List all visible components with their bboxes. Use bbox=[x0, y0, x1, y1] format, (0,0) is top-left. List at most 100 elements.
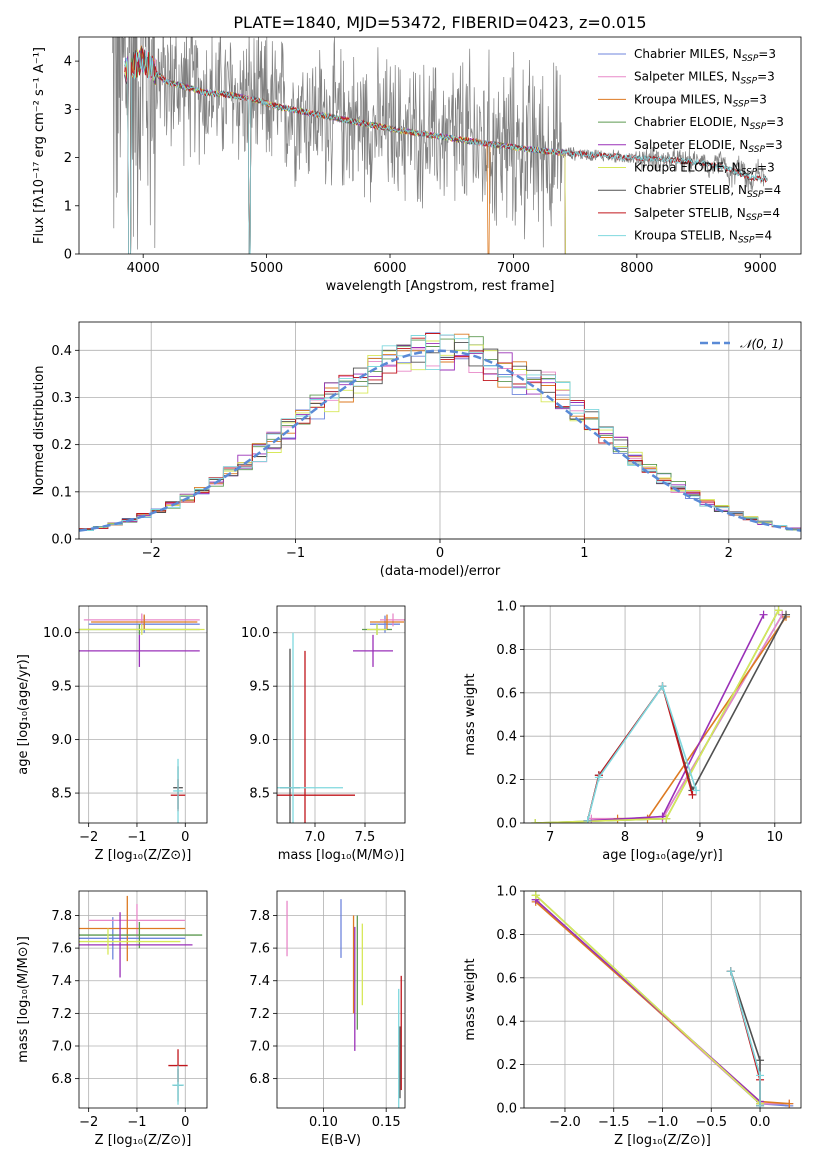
age-vs-Z-ytick-label: 9.5 bbox=[51, 680, 72, 695]
residuals-ytick-label: 0.2 bbox=[51, 438, 72, 453]
mass-vs-EBV-ytick-label: 6.8 bbox=[249, 1072, 270, 1087]
mass-weight-vs-Z-ytick-label: 0.8 bbox=[496, 928, 517, 943]
weight-marker bbox=[756, 1056, 765, 1065]
mass-vs-Z-ytick-label: 7.0 bbox=[51, 1040, 72, 1055]
mass-weight-vs-Z-ytick-label: 0.2 bbox=[496, 1058, 517, 1073]
weight-line-chabrier-stelib bbox=[730, 971, 761, 1106]
gaussian-reference-curve bbox=[79, 349, 801, 532]
errorbar-chabrier-miles bbox=[79, 917, 186, 960]
weight-marker bbox=[662, 814, 671, 823]
errorbar-kroupa-miles bbox=[79, 895, 186, 962]
age-vs-mass-ytick-label: 9.5 bbox=[249, 680, 270, 695]
spectrum-xtick-label: 4000 bbox=[127, 261, 160, 276]
age-vs-mass-xtick-label: 7.0 bbox=[305, 830, 326, 845]
weight-line-chabrier-elodie bbox=[535, 609, 780, 823]
age-vs-Z-panel: −2 −1 0 8.5 9.0 9.5 10.0 Z [log₁₀(Z/Z⊙)] age [lo… bbox=[16, 605, 208, 863]
errorbar-kroupa-miles bbox=[91, 614, 198, 630]
errorbar-chabrier-elodie bbox=[79, 922, 203, 949]
weight-line-chabrier-stelib bbox=[586, 614, 787, 821]
errorbar-salpeter-miles bbox=[380, 613, 405, 627]
errorbar-salpeter-miles bbox=[88, 904, 186, 937]
mass-weight-vs-age-frame bbox=[523, 605, 802, 824]
legend-entry: Salpeter STELIB, NSSP=4 bbox=[634, 206, 780, 223]
weight-line-salpeter-elodie bbox=[587, 614, 765, 822]
mass-weight-vs-Z-ytick-label: 0.0 bbox=[496, 1102, 517, 1117]
age-vs-mass-ytick-label: 10.0 bbox=[241, 626, 270, 641]
mass-weight-vs-Z-ylabel: mass weight bbox=[463, 958, 478, 1040]
age-vs-mass-panel: 7.0 7.5 8.5 9.0 9.5 10.0 mass [log₁₀(M/M⊙)] bbox=[241, 605, 406, 863]
weight-marker bbox=[759, 610, 768, 619]
residuals-ytick-label: 0.0 bbox=[51, 533, 72, 548]
mass-vs-Z-panel: −2 −1 0 6.8 7.0 7.2 7.4 7.6 7.8 Z [log₁₀(Z/Z⊙)] ma… bbox=[16, 890, 208, 1148]
age-vs-Z-xtick-label: −1 bbox=[127, 830, 146, 845]
errorbar-kroupa-stelib bbox=[277, 632, 343, 823]
age-vs-Z-ytick-label: 8.5 bbox=[51, 787, 72, 802]
spectrum-ytick-label: 2 bbox=[64, 151, 72, 166]
spectrum-xlabel: wavelength [Angstrom, rest frame] bbox=[326, 279, 555, 294]
weight-line-salpeter-elodie bbox=[535, 899, 761, 1103]
age-vs-Z-ytick-label: 10.0 bbox=[43, 626, 72, 641]
mass-vs-EBV-ytick-label: 7.8 bbox=[249, 909, 270, 924]
mass-vs-EBV-xtick-label: 0.10 bbox=[309, 1115, 338, 1130]
legend-entry: Kroupa ELODIE, NSSP=3 bbox=[634, 161, 775, 178]
errorbar-salpeter-stelib bbox=[277, 650, 355, 823]
age-vs-mass-ytick-label: 9.0 bbox=[249, 733, 270, 748]
errorbar-kroupa-stelib bbox=[173, 758, 183, 823]
spectrum-model-chabrier-stelib bbox=[124, 46, 767, 254]
mass-vs-Z-ytick-label: 7.6 bbox=[51, 942, 72, 957]
legend-entry: Chabrier ELODIE, NSSP=3 bbox=[634, 115, 784, 132]
spectrum-xtick-label: 8000 bbox=[620, 261, 653, 276]
mass-weight-vs-age-xtick-label: 7 bbox=[546, 830, 554, 845]
mass-vs-EBV-ytick-label: 7.2 bbox=[249, 1007, 270, 1022]
weight-line-kroupa-stelib bbox=[586, 684, 697, 822]
mass-vs-EBV-ytick-label: 7.4 bbox=[249, 974, 270, 989]
mass-weight-vs-Z-frame bbox=[523, 890, 802, 1109]
mass-weight-vs-age-ylabel: mass weight bbox=[463, 673, 478, 755]
spectrum-ytick-label: 3 bbox=[64, 103, 72, 118]
spectrum-frame bbox=[78, 36, 802, 255]
residuals-xtick-label: −2 bbox=[142, 546, 161, 561]
weight-marker bbox=[688, 790, 697, 799]
mass-vs-EBV-ytick-label: 7.0 bbox=[249, 1040, 270, 1055]
mass-weight-vs-Z-xtick-label: −2.0 bbox=[549, 1115, 581, 1130]
mass-vs-Z-ylabel: mass [log₁₀(M/M⊙)] bbox=[16, 936, 31, 1063]
legend-entry: Chabrier MILES, NSSP=3 bbox=[634, 47, 776, 64]
age-vs-Z-xtick-label: 0 bbox=[181, 830, 189, 845]
spectrum-panel: 4000 5000 6000 7000 8000 9000 0 1 2 3 4 wavelength … bbox=[32, 36, 802, 294]
mass-weight-vs-age-ytick-label: 1.0 bbox=[496, 600, 517, 615]
residuals-xtick-label: 1 bbox=[580, 546, 588, 561]
mass-weight-vs-age-xlabel: age [log₁₀(age/yr)] bbox=[602, 848, 723, 863]
age-vs-Z-grid bbox=[79, 606, 207, 823]
errorbar-kroupa-miles bbox=[370, 614, 404, 630]
age-vs-mass-ytick-label: 8.5 bbox=[249, 787, 270, 802]
residuals-xlabel: (data-model)/error bbox=[380, 564, 501, 579]
weight-line-kroupa-elodie bbox=[535, 894, 761, 1105]
weight-marker bbox=[531, 819, 540, 823]
age-vs-mass-xlabel: mass [log₁₀(M/M⊙)] bbox=[278, 848, 405, 863]
errorbar-salpeter-elodie bbox=[79, 634, 200, 667]
spectrum-xtick-label: 5000 bbox=[250, 261, 283, 276]
weight-marker bbox=[785, 1099, 794, 1108]
mass-vs-Z-ytick-label: 7.8 bbox=[51, 909, 72, 924]
mass-weight-vs-Z-ytick-label: 1.0 bbox=[496, 885, 517, 900]
mass-vs-Z-grid bbox=[79, 891, 207, 1108]
mass-weight-vs-age-ytick-label: 0.0 bbox=[496, 817, 517, 832]
mass-vs-Z-xtick-label: 0 bbox=[181, 1115, 189, 1130]
weight-line-chabrier-miles bbox=[591, 614, 783, 822]
age-vs-mass-frame bbox=[276, 605, 406, 824]
mass-vs-Z-ytick-label: 6.8 bbox=[51, 1072, 72, 1087]
legend-entry: Salpeter ELODIE, NSSP=3 bbox=[634, 138, 783, 155]
age-vs-mass-grid bbox=[277, 606, 405, 823]
weight-line-kroupa-stelib bbox=[730, 971, 761, 1106]
mass-vs-Z-xtick-label: −1 bbox=[127, 1115, 146, 1130]
mass-weight-vs-Z-xtick-label: −1.5 bbox=[598, 1115, 630, 1130]
residuals-xtick-label: 2 bbox=[725, 546, 733, 561]
weight-line-kroupa-miles bbox=[617, 616, 787, 820]
residuals-frame bbox=[78, 321, 802, 540]
residuals-xtick-label: −1 bbox=[286, 546, 305, 561]
spectrum-xtick-label: 7000 bbox=[497, 261, 530, 276]
errorbar-kroupa-elodie bbox=[79, 624, 205, 635]
weight-marker bbox=[726, 967, 735, 976]
errorbar-salpeter-elodie bbox=[353, 634, 393, 667]
